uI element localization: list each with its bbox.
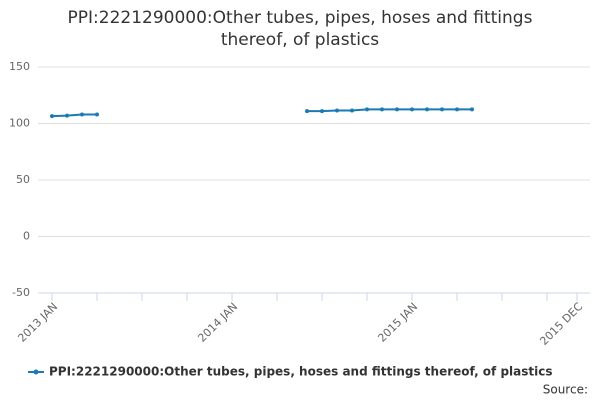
y-tick-label: 0 bbox=[23, 230, 30, 243]
data-point bbox=[395, 107, 399, 112]
legend-label: PPI:2221290000:Other tubes, pipes, hoses… bbox=[49, 365, 553, 379]
data-point bbox=[350, 108, 354, 113]
x-tick-label: 2014 JAN bbox=[195, 300, 240, 345]
data-point bbox=[95, 112, 99, 117]
legend-marker bbox=[33, 369, 39, 375]
chart-title: PPI:2221290000:Other tubes, pipes, hoses… bbox=[67, 8, 533, 50]
data-point bbox=[320, 109, 324, 114]
data-point bbox=[455, 107, 459, 112]
data-point bbox=[380, 107, 384, 112]
data-point bbox=[470, 107, 474, 112]
y-tick-label: -50 bbox=[12, 286, 30, 299]
data-point bbox=[335, 108, 339, 113]
source-label: Source: bbox=[543, 383, 588, 397]
x-tick-label: 2015 DEC bbox=[537, 300, 585, 348]
data-point bbox=[65, 113, 69, 118]
x-tick-label: 2015 JAN bbox=[375, 300, 420, 345]
data-point bbox=[410, 107, 414, 112]
y-tick-label: 150 bbox=[9, 60, 30, 73]
data-point bbox=[80, 112, 84, 117]
data-point bbox=[305, 109, 309, 114]
y-tick-label: 100 bbox=[9, 117, 30, 130]
y-tick-label: 50 bbox=[16, 173, 30, 186]
data-point bbox=[440, 107, 444, 112]
data-point bbox=[50, 114, 54, 119]
data-point bbox=[365, 107, 369, 112]
series-line bbox=[51, 108, 472, 118]
x-tick-label: 2013 JAN bbox=[15, 300, 60, 345]
data-point bbox=[425, 107, 429, 112]
